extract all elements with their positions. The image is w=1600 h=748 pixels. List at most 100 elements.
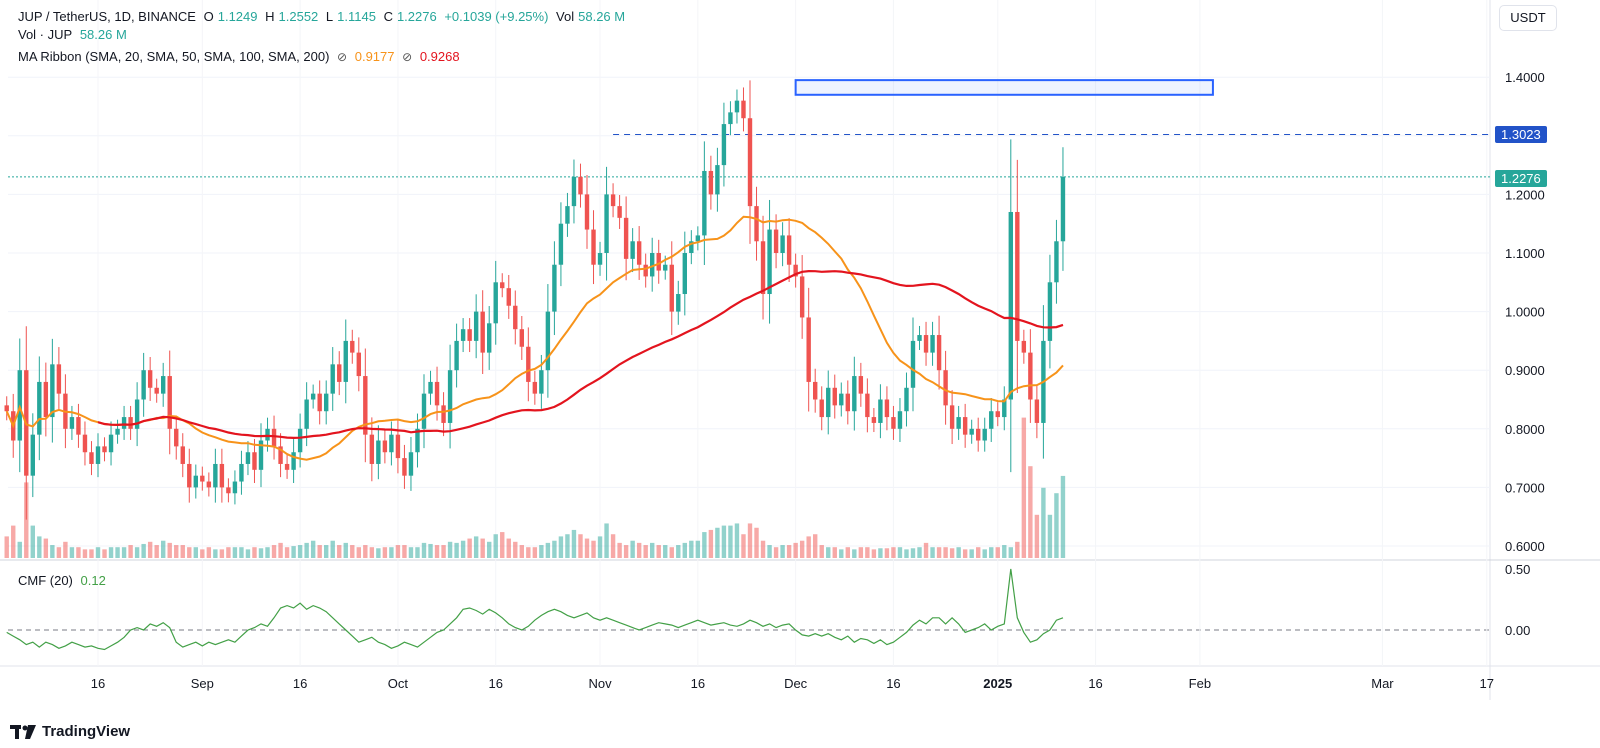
candle — [500, 282, 505, 289]
candle — [584, 194, 590, 230]
volume-bar — [50, 545, 55, 558]
candle — [663, 264, 668, 271]
candle — [871, 417, 877, 423]
volume-bar — [845, 547, 850, 558]
candle — [565, 206, 570, 224]
volume-bar — [63, 541, 68, 558]
cmf-tick-label: 0.50 — [1505, 562, 1530, 577]
candle — [467, 329, 472, 341]
time-tick-label: Sep — [191, 676, 214, 691]
candle — [728, 112, 733, 125]
candle — [786, 235, 792, 265]
time-tick-label: Mar — [1371, 676, 1394, 691]
volume-bar — [487, 541, 492, 558]
candle — [773, 229, 779, 253]
volume-bar — [793, 542, 798, 558]
candle — [558, 223, 564, 265]
volume-bar — [852, 549, 857, 558]
candle — [832, 387, 837, 406]
candle — [995, 411, 1000, 418]
price-tick-label: 0.8000 — [1505, 422, 1545, 437]
volume-bar — [904, 549, 909, 558]
candle — [245, 452, 251, 464]
volume-bar — [741, 534, 746, 558]
candle — [187, 463, 192, 488]
supply-zone-box — [794, 79, 1214, 96]
candle — [682, 253, 687, 295]
volume-bar — [291, 546, 296, 558]
volume-bar — [656, 545, 661, 558]
candle — [604, 194, 609, 253]
volume-bar — [689, 540, 694, 558]
candle — [350, 340, 355, 353]
volume-bar — [154, 545, 159, 558]
candle — [161, 376, 166, 394]
vol-value: 58.26 M — [578, 9, 626, 24]
symbol-legend: JUP / TetherUS, 1D, BINANCE O 1.1249 H 1.2… — [18, 8, 629, 26]
candle — [852, 376, 857, 412]
volume-bar — [128, 545, 133, 558]
volume-bar — [147, 541, 153, 558]
candle — [128, 417, 133, 429]
candle — [884, 399, 890, 418]
volume-bar — [310, 540, 316, 558]
candle — [304, 399, 309, 429]
candle — [441, 405, 446, 423]
candle — [258, 440, 264, 470]
candle — [356, 352, 361, 377]
volume-bar — [767, 545, 772, 558]
candle — [395, 434, 401, 459]
candle — [826, 387, 831, 418]
tradingview-logo[interactable]: TradingView — [10, 723, 130, 740]
candle — [630, 241, 635, 259]
candle — [845, 393, 850, 412]
candle — [962, 417, 968, 435]
volume-bar — [584, 538, 590, 558]
candle — [141, 370, 146, 400]
candle — [193, 475, 198, 488]
volume-bar — [239, 547, 244, 558]
candle — [408, 452, 414, 476]
volume-bar — [708, 529, 714, 558]
candle — [102, 446, 107, 453]
candle — [493, 282, 498, 324]
volume-bar — [500, 532, 505, 558]
candle — [806, 317, 811, 382]
volume-bar — [917, 547, 922, 558]
candle — [43, 381, 49, 418]
sma50-value: 0.9177 — [354, 49, 395, 64]
volume-bar — [832, 547, 837, 558]
volume-bar — [780, 545, 785, 558]
resistance-price-tag: 1.3023 — [1495, 126, 1547, 143]
candle — [37, 381, 42, 435]
hidden-series-icon[interactable]: ⊘ — [402, 50, 413, 64]
volume-bar — [1060, 475, 1066, 558]
volume-bar — [623, 545, 629, 558]
time-tick-label: Nov — [588, 676, 612, 691]
currency-button[interactable]: USDT — [1499, 5, 1557, 31]
volume-bar — [76, 547, 81, 558]
candle — [1008, 211, 1013, 400]
low-label: L — [325, 9, 334, 24]
time-tick-label: Feb — [1189, 676, 1211, 691]
candle — [265, 428, 270, 441]
open-label: O — [203, 9, 214, 24]
candle — [695, 235, 701, 242]
candle — [917, 335, 922, 341]
candle — [95, 446, 101, 464]
cmf-tick-label: 0.00 — [1505, 623, 1530, 638]
volume-bar — [82, 549, 88, 558]
vol-label: Vol — [556, 9, 575, 24]
time-tick-label: 16 — [691, 676, 705, 691]
candle — [174, 428, 179, 447]
volume-bar — [271, 545, 277, 558]
volume-bar — [630, 540, 635, 558]
volume-bar — [663, 545, 668, 558]
volume-bar — [460, 540, 466, 558]
hidden-series-icon[interactable]: ⊘ — [337, 50, 348, 64]
volume-bar — [715, 527, 720, 558]
volume-bar — [813, 534, 818, 558]
volume-bar — [180, 545, 185, 558]
candle — [271, 428, 277, 447]
